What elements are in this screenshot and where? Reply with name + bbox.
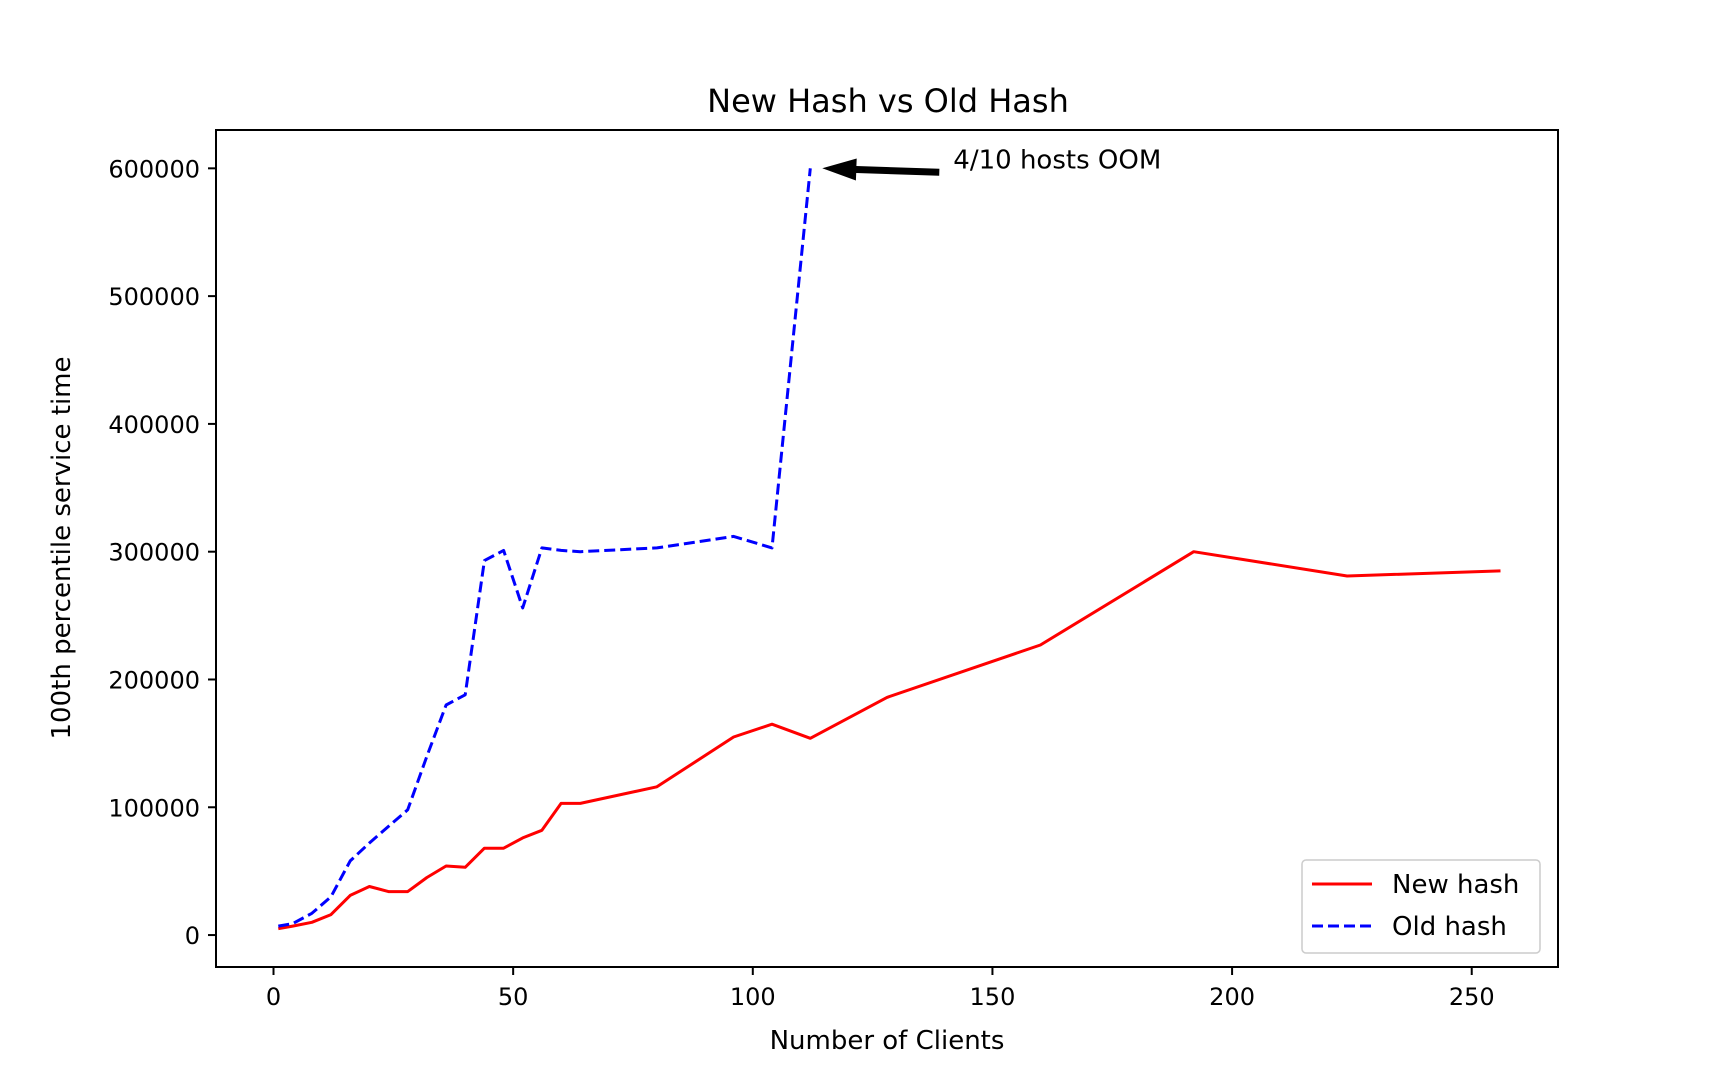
annotation-arrow xyxy=(822,158,940,181)
x-axis-title: Number of Clients xyxy=(770,1026,1005,1056)
y-axis: 0 100000 200000 300000 400000 500000 600000 xyxy=(108,155,216,950)
chart-title: New Hash vs Old Hash xyxy=(707,82,1069,120)
legend: New hash Old hash xyxy=(1301,859,1541,954)
y-tick-label: 0 xyxy=(185,922,200,950)
y-tick-label: 200000 xyxy=(108,666,200,694)
x-tick-label: 100 xyxy=(730,983,776,1011)
y-tick-label: 300000 xyxy=(108,539,200,567)
x-tick-label: 50 xyxy=(498,983,529,1011)
legend-label: Old hash xyxy=(1392,912,1507,942)
y-axis-title: 100th percentile service time xyxy=(47,357,77,740)
x-tick-label: 200 xyxy=(1209,983,1255,1011)
plot-frame xyxy=(215,129,1559,968)
y-tick-label: 100000 xyxy=(108,794,200,822)
annotation-text: 4/10 hosts OOM xyxy=(953,145,1161,175)
plot-area xyxy=(278,168,1501,931)
annotation: 4/10 hosts OOM xyxy=(822,145,1161,181)
y-tick-label: 500000 xyxy=(108,283,200,311)
series-line-new-hash xyxy=(278,550,1501,931)
x-tick-label: 150 xyxy=(970,983,1016,1011)
x-axis: 0 50 100 150 200 250 xyxy=(266,967,1495,1011)
y-tick-label: 400000 xyxy=(108,411,200,439)
legend-label: New hash xyxy=(1392,870,1519,900)
x-tick-label: 0 xyxy=(266,983,281,1011)
y-tick-label: 600000 xyxy=(108,155,200,183)
series-line-old-hash xyxy=(278,168,812,928)
x-tick-label: 250 xyxy=(1449,983,1495,1011)
